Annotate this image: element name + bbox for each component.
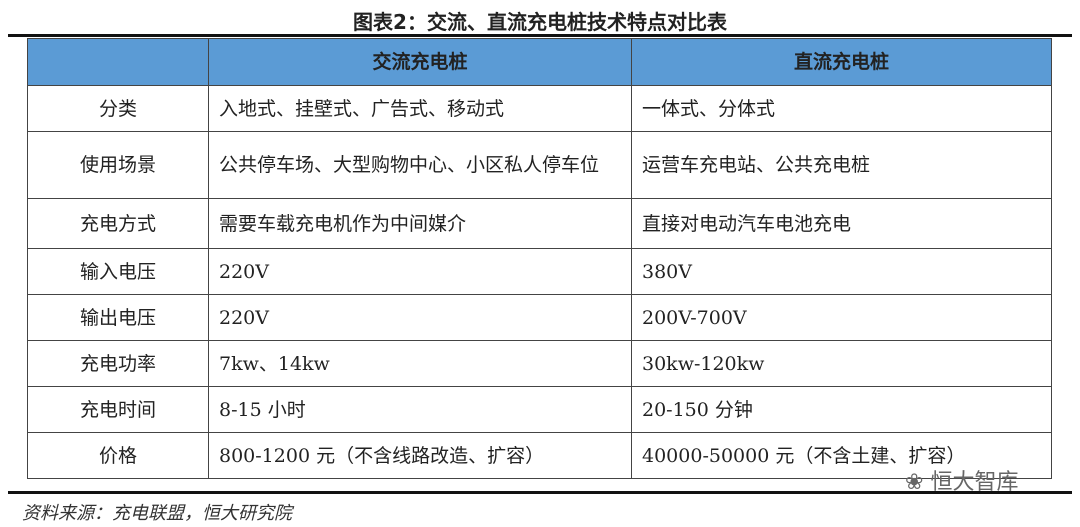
cell: 需要车载充电机作为中间媒介 (208, 198, 632, 249)
header-cell: 直流充电桩 (631, 38, 1052, 86)
table-row: 充电功率 7kw、14kw 30kw-120kw (27, 340, 1052, 387)
cell: 运营车充电站、公共充电桩 (631, 131, 1052, 199)
cell: 30kw-120kw (631, 340, 1052, 387)
watermark: ❀ 恒大智库 (905, 464, 1018, 496)
table-row: 充电方式 需要车载充电机作为中间媒介 直接对电动汽车电池充电 (27, 198, 1052, 249)
wechat-icon: ❀ (905, 470, 924, 495)
row-label: 充电时间 (27, 386, 209, 433)
header-row: 交流充电桩 直流充电桩 (27, 38, 1052, 86)
table-title: 图表2：交流、直流充电桩技术特点对比表 (353, 10, 727, 34)
row-label: 充电功率 (27, 340, 209, 387)
row-label: 输入电压 (27, 248, 209, 295)
top-rule (8, 34, 1072, 37)
cell: 20-150 分钟 (631, 386, 1052, 433)
comparison-table: 交流充电桩 直流充电桩 分类 入地式、挂壁式、广告式、移动式 一体式、分体式 使用场景… (27, 38, 1052, 479)
cell: 40000-50000 元（不含土建、扩容） (631, 432, 1052, 479)
bottom-rule (8, 491, 1072, 494)
cell: 220V (208, 248, 632, 295)
cell: 公共停车场、大型购物中心、小区私人停车位 (208, 131, 632, 199)
row-label: 输出电压 (27, 294, 209, 341)
cell: 200V-700V (631, 294, 1052, 341)
row-label: 价格 (27, 432, 209, 479)
cell: 8-15 小时 (208, 386, 632, 433)
table-row: 输出电压 220V 200V-700V (27, 294, 1052, 341)
cell: 入地式、挂壁式、广告式、移动式 (208, 85, 632, 132)
source-note: 资料来源：充电联盟，恒大研究院 (22, 503, 292, 524)
cell: 800-1200 元（不含线路改造、扩容） (208, 432, 632, 479)
table-row: 充电时间 8-15 小时 20-150 分钟 (27, 386, 1052, 433)
table-row: 价格 800-1200 元（不含线路改造、扩容） 40000-50000 元（不含土… (27, 432, 1052, 479)
table-row: 分类 入地式、挂壁式、广告式、移动式 一体式、分体式 (27, 85, 1052, 132)
row-label: 充电方式 (27, 198, 209, 249)
row-label: 分类 (27, 85, 209, 132)
cell: 220V (208, 294, 632, 341)
watermark-text: 恒大智库 (930, 470, 1019, 495)
table-row: 使用场景 公共停车场、大型购物中心、小区私人停车位 运营车充电站、公共充电桩 (27, 131, 1052, 199)
cell: 一体式、分体式 (631, 85, 1052, 132)
header-cell: 交流充电桩 (208, 38, 632, 86)
cell: 直接对电动汽车电池充电 (631, 198, 1052, 249)
cell: 7kw、14kw (208, 340, 632, 387)
row-label: 使用场景 (27, 131, 209, 199)
cell: 380V (631, 248, 1052, 295)
header-cell (27, 38, 209, 86)
table-row: 输入电压 220V 380V (27, 248, 1052, 295)
